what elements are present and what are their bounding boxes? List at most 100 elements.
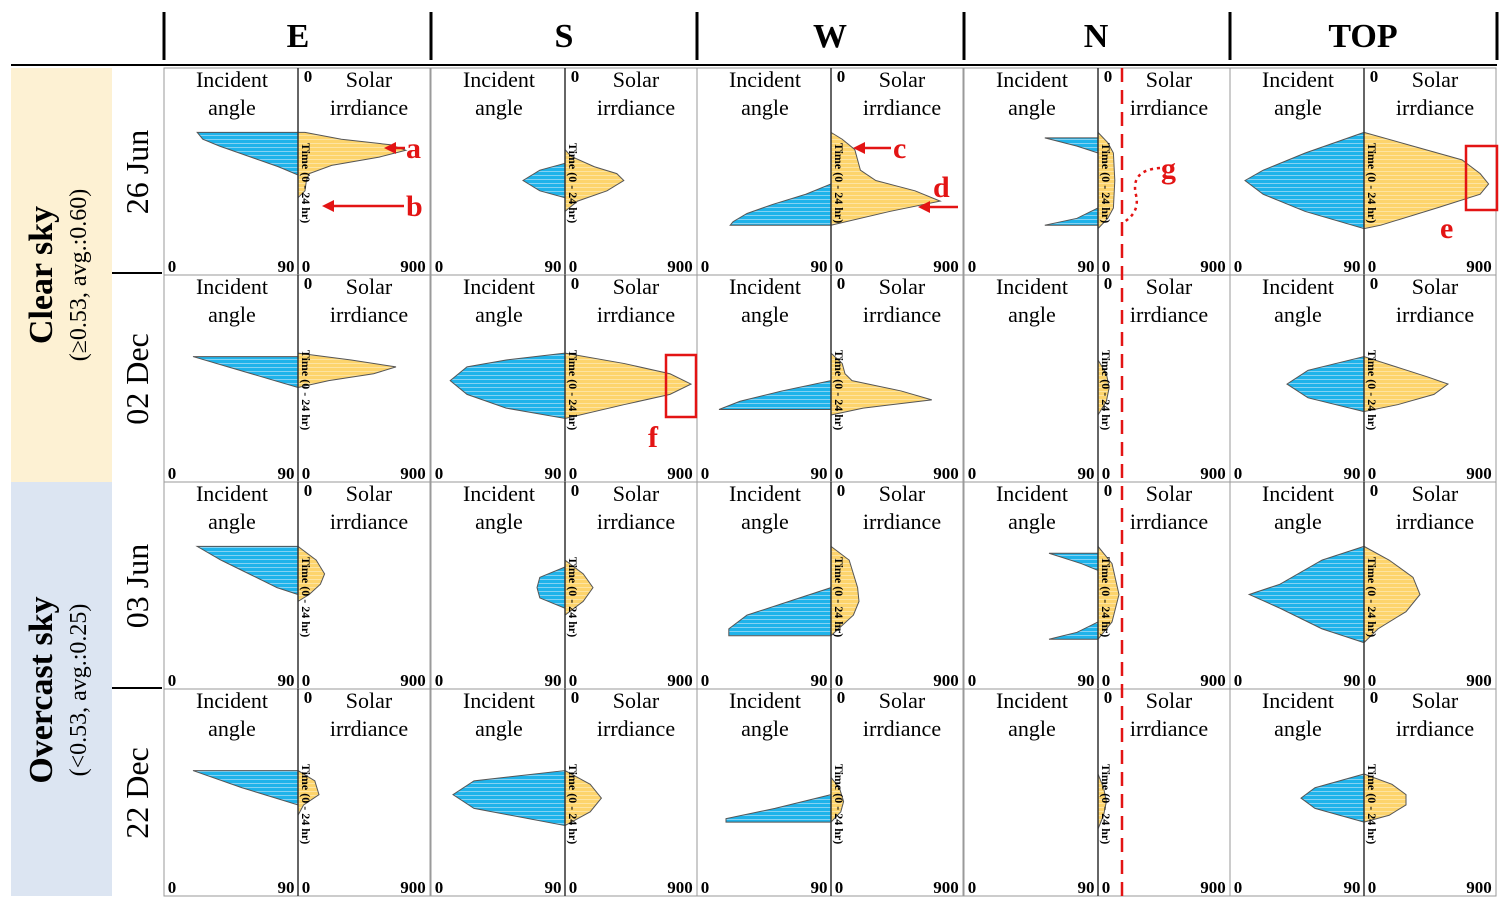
solar-label-line2: irrdiance	[1396, 302, 1474, 327]
time-axis-label: Time (0 - 24 hr)	[566, 557, 580, 637]
irradiance-min-tick: 0	[835, 257, 844, 276]
solar-label-line1: Solar	[1146, 481, 1193, 506]
panel-26-jun-e: Incident angle Solar irrdiance 0 Time (0 - 24…	[163, 67, 431, 276]
angle-min-tick: 0	[1234, 671, 1243, 690]
incident-label-line1: Incident	[1262, 67, 1334, 92]
solar-irradiance-area	[1363, 355, 1450, 413]
incident-angle-area	[729, 183, 832, 226]
time-zero-tick: 0	[837, 688, 846, 707]
solar-irradiance-area	[830, 131, 942, 226]
time-zero-tick: 0	[1104, 67, 1113, 86]
panel-03-jun-n: Incident angle Solar irrdiance 0 Time (0 - 24…	[963, 481, 1231, 690]
angle-max-tick: 90	[278, 671, 295, 690]
panel-22-dec-top: Incident angle Solar irrdiance 0 Time (0 - 24…	[1229, 688, 1497, 897]
irradiance-max-tick: 900	[667, 257, 693, 276]
incident-label-line1: Incident	[1262, 688, 1334, 713]
solar-label-line2: irrdiance	[330, 302, 408, 327]
incident-label-line1: Incident	[996, 274, 1068, 299]
incident-angle-area	[1247, 545, 1365, 644]
time-zero-tick: 0	[1104, 481, 1113, 500]
solar-label-line2: irrdiance	[597, 716, 675, 741]
solar-irradiance-area	[1097, 131, 1116, 230]
angle-max-tick: 90	[1344, 878, 1361, 897]
solar-label-line2: irrdiance	[1130, 302, 1208, 327]
time-axis-label: Time (0 - 24 hr)	[1099, 764, 1113, 844]
incident-label-line2: angle	[1274, 716, 1322, 741]
incident-label-line1: Incident	[1262, 481, 1334, 506]
panel-22-dec-n: Incident angle Solar irrdiance 0 Time (0 - 24…	[963, 688, 1231, 897]
panel-02-dec-n: Incident angle Solar irrdiance 0 Time (0 - 24…	[963, 274, 1231, 483]
annotation-b: b	[406, 190, 423, 223]
angle-min-tick: 0	[1234, 257, 1243, 276]
panel-frame	[963, 67, 1231, 276]
incident-label-line2: angle	[1008, 716, 1056, 741]
irradiance-max-tick: 900	[1200, 464, 1226, 483]
col-header-top: TOP	[1328, 18, 1397, 55]
incident-angle-area	[449, 352, 566, 420]
col-header-w: W	[813, 18, 847, 55]
date-03-jun: 03 Jun	[119, 544, 155, 628]
incident-label-line2: angle	[1008, 302, 1056, 327]
solar-label-line2: irrdiance	[863, 95, 941, 120]
irradiance-max-tick: 900	[1466, 671, 1492, 690]
time-axis-label: Time (0 - 24 hr)	[1099, 557, 1113, 637]
angle-max-tick: 90	[811, 464, 828, 483]
solar-label-line1: Solar	[879, 67, 926, 92]
overcast-sky-band	[11, 482, 112, 896]
panel-26-jun-s: Incident angle Solar irrdiance 0 Time (0 - 24…	[430, 67, 698, 276]
annotation-e: e	[1440, 212, 1453, 245]
angle-min-tick: 0	[435, 257, 444, 276]
irradiance-min-tick: 0	[302, 878, 311, 897]
irradiance-min-tick: 0	[835, 878, 844, 897]
panel-03-jun-e: Incident angle Solar irrdiance 0 Time (0 - 24…	[163, 481, 431, 690]
irradiance-max-tick: 900	[400, 257, 426, 276]
solar-label-line1: Solar	[1412, 274, 1459, 299]
solar-label-line1: Solar	[879, 274, 926, 299]
irradiance-min-tick: 0	[1368, 257, 1377, 276]
angle-max-tick: 90	[1344, 464, 1361, 483]
incident-label-line2: angle	[208, 509, 256, 534]
arrowhead-b	[322, 200, 334, 212]
irradiance-min-tick: 0	[1102, 257, 1111, 276]
time-axis-label: Time (0 - 24 hr)	[832, 350, 846, 430]
irradiance-max-tick: 900	[1200, 257, 1226, 276]
time-zero-tick: 0	[571, 481, 580, 500]
incident-label-line1: Incident	[196, 481, 268, 506]
angle-min-tick: 0	[701, 671, 710, 690]
col-header-n: N	[1084, 18, 1109, 55]
incident-label-line1: Incident	[1262, 274, 1334, 299]
solar-label-line2: irrdiance	[863, 509, 941, 534]
solar-label-line1: Solar	[613, 688, 660, 713]
irradiance-min-tick: 0	[302, 671, 311, 690]
angle-max-tick: 90	[811, 257, 828, 276]
irradiance-max-tick: 900	[667, 878, 693, 897]
angle-max-tick: 90	[1344, 257, 1361, 276]
irradiance-min-tick: 0	[835, 464, 844, 483]
clear-sky-band	[11, 68, 112, 482]
solar-irradiance-area	[1363, 545, 1421, 644]
incident-label-line2: angle	[208, 95, 256, 120]
incident-label-line2: angle	[208, 716, 256, 741]
angle-min-tick: 0	[968, 257, 977, 276]
solar-label-line1: Solar	[1412, 67, 1459, 92]
panel-grid: Incident angle Solar irrdiance 0 Time (0 - 24…	[163, 67, 1497, 897]
irradiance-min-tick: 0	[1368, 671, 1377, 690]
solar-label-line1: Solar	[346, 274, 393, 299]
arrowheads	[322, 142, 930, 213]
time-axis-label: Time (0 - 24 hr)	[299, 350, 313, 430]
solar-label-line1: Solar	[1146, 688, 1193, 713]
incident-angle-area	[1244, 131, 1365, 230]
annotation-c: c	[893, 132, 906, 165]
incident-label-line2: angle	[475, 95, 523, 120]
time-axis-label: Time (0 - 24 hr)	[299, 764, 313, 844]
time-axis-label: Time (0 - 24 hr)	[832, 143, 846, 223]
panel-frame	[696, 274, 964, 483]
row-separators	[112, 272, 162, 689]
incident-label-line2: angle	[475, 716, 523, 741]
panel-02-dec-w: Incident angle Solar irrdiance 0 Time (0 - 24…	[696, 274, 964, 483]
solar-label-line1: Solar	[613, 67, 660, 92]
angle-max-tick: 90	[1078, 671, 1095, 690]
panel-frame	[963, 481, 1231, 690]
time-zero-tick: 0	[1104, 688, 1113, 707]
time-axis-label: Time (0 - 24 hr)	[299, 143, 313, 223]
